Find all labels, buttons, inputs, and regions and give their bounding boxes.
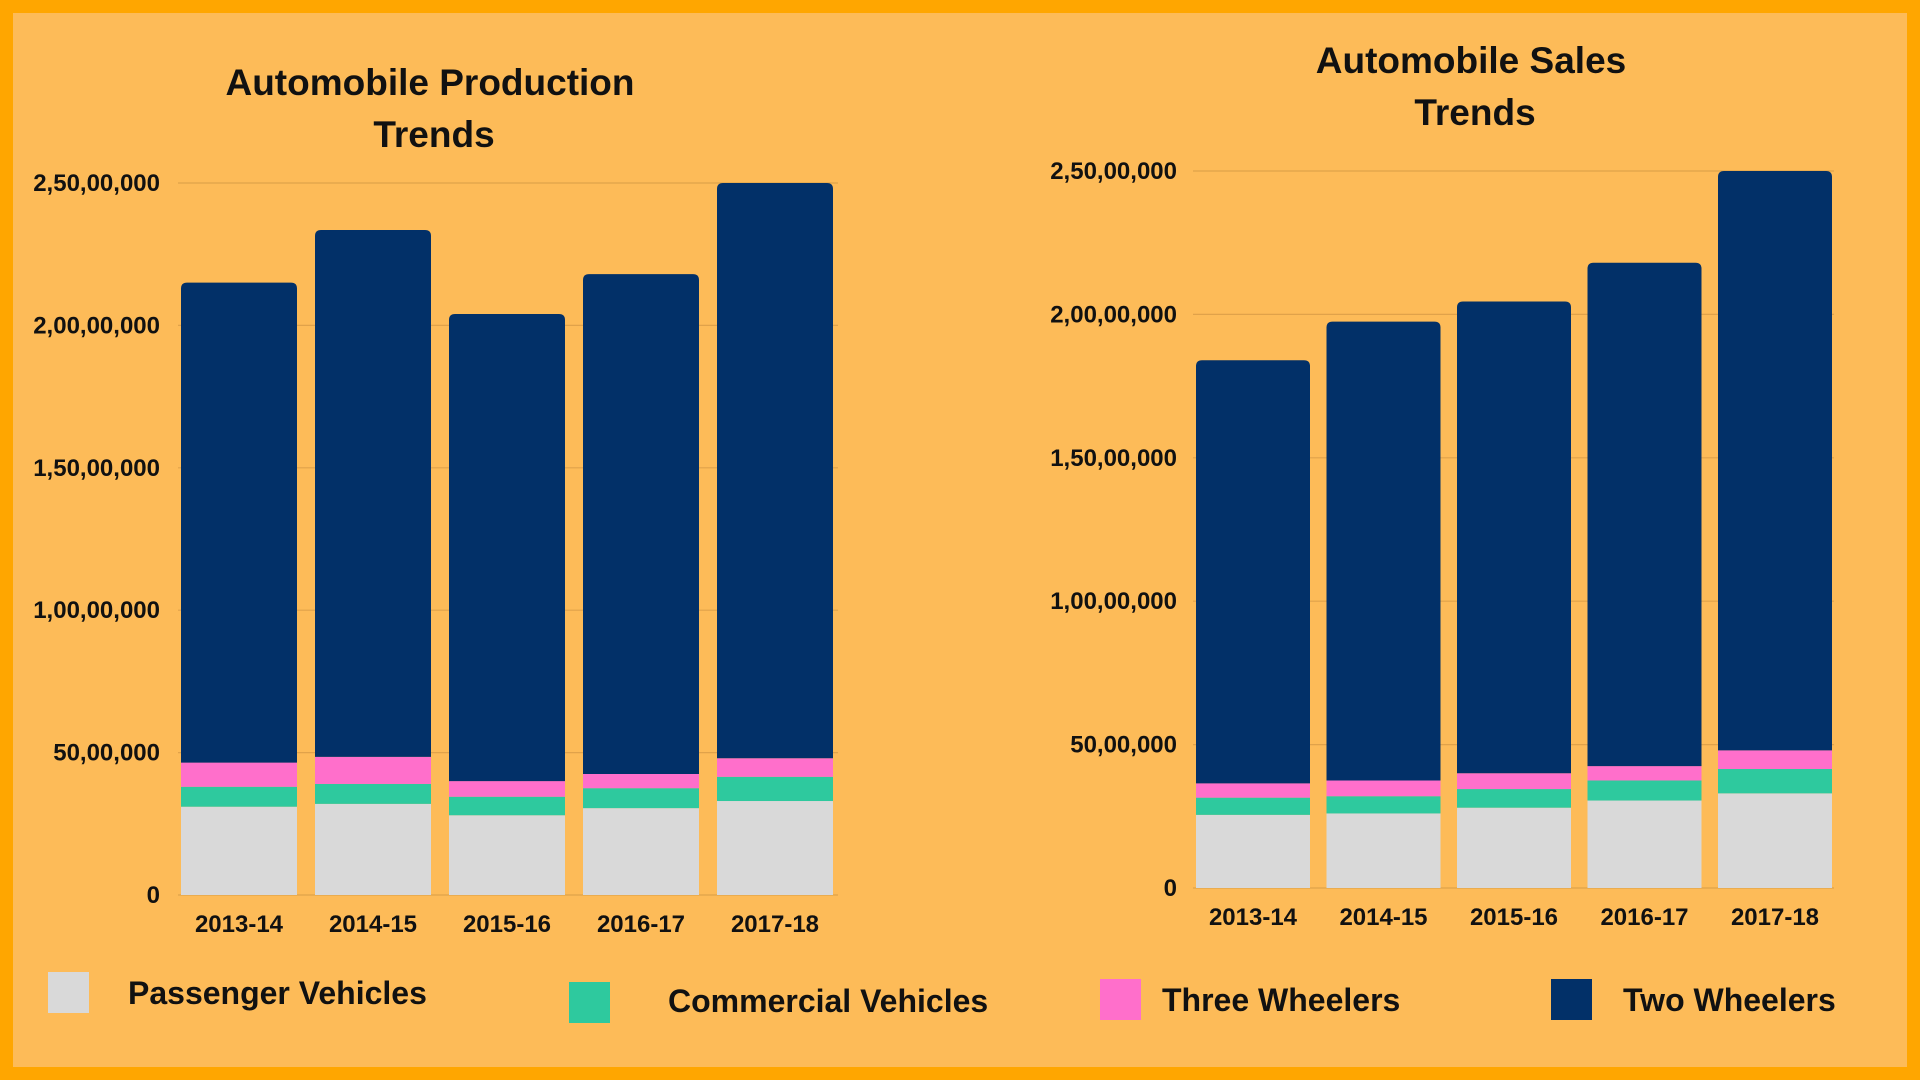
sales-bar-three-wheelers-2013-14 (1196, 783, 1310, 798)
production-chart: Automobile Production Trends 0 50,00,000 1… (33, 62, 838, 938)
production-bar-three-wheelers-2013-14 (181, 762, 297, 787)
sales-bar-commercial-vehicles-2017-18 (1718, 768, 1832, 794)
production-x-tick-label: 2013-14 (195, 911, 284, 938)
sales-bar-two-wheelers-2014-15 (1326, 321, 1441, 781)
sales-bar-passenger-vehicles-2014-15 (1326, 813, 1441, 888)
production-y-tick-label: 1,50,00,000 (33, 455, 160, 482)
sales-x-tick-label: 2015-16 (1470, 904, 1558, 931)
production-bar-passenger-vehicles-2013-14 (181, 806, 297, 895)
production-x-tick-label: 2014-15 (329, 911, 417, 938)
legend-swatch-three-wheelers (1100, 979, 1141, 1020)
legend-swatch-commercial-vehicles (569, 982, 610, 1023)
production-y-tick-label: 1,00,00,000 (33, 597, 160, 624)
sales-bar-two-wheelers-2013-14 (1196, 360, 1310, 784)
sales-bar-three-wheelers-2014-15 (1326, 780, 1441, 797)
sales-bar-commercial-vehicles-2016-17 (1587, 780, 1702, 801)
legend-label-three-wheelers: Three Wheelers (1162, 982, 1400, 1018)
sales-bar-commercial-vehicles-2014-15 (1326, 796, 1441, 814)
production-bar-commercial-vehicles-2016-17 (583, 788, 699, 809)
production-bar-two-wheelers-2013-14 (181, 282, 297, 763)
production-bar-two-wheelers-2017-18 (717, 183, 833, 759)
production-x-tick-label: 2016-17 (597, 911, 685, 938)
production-y-tick-label: 50,00,000 (53, 740, 160, 767)
production-bar-two-wheelers-2015-16 (449, 314, 565, 782)
production-bar-passenger-vehicles-2015-16 (449, 815, 565, 895)
sales-bar-passenger-vehicles-2015-16 (1457, 807, 1571, 888)
sales-y-tick-label: 0 (1164, 875, 1177, 902)
legend: Passenger Vehicles Commercial Vehicles T… (48, 972, 1836, 1023)
production-bar-commercial-vehicles-2015-16 (449, 796, 565, 816)
sales-x-tick-label: 2017-18 (1731, 904, 1819, 931)
sales-bar-two-wheelers-2015-16 (1457, 301, 1571, 774)
legend-label-passenger-vehicles: Passenger Vehicles (128, 975, 427, 1011)
production-bar-passenger-vehicles-2014-15 (315, 803, 431, 895)
production-x-tick-label: 2017-18 (731, 911, 819, 938)
legend-swatch-passenger-vehicles (48, 972, 89, 1013)
sales-bar-commercial-vehicles-2013-14 (1196, 797, 1310, 815)
production-bar-two-wheelers-2014-15 (315, 229, 431, 757)
sales-chart: Automobile Sales Trends 0 50,00,000 1,00,0… (1050, 40, 1834, 931)
production-bar-commercial-vehicles-2017-18 (717, 776, 833, 802)
production-chart-title-line2: Trends (373, 114, 494, 155)
production-bar-three-wheelers-2017-18 (717, 758, 833, 777)
sales-y-tick-label: 1,00,00,000 (1050, 588, 1177, 615)
production-bar-commercial-vehicles-2013-14 (181, 786, 297, 807)
production-chart-title-line1: Automobile Production (225, 62, 634, 103)
sales-y-tick-label: 50,00,000 (1070, 732, 1177, 759)
sales-x-tick-label: 2014-15 (1339, 904, 1427, 931)
legend-label-two-wheelers: Two Wheelers (1623, 982, 1836, 1018)
sales-bar-two-wheelers-2017-18 (1718, 171, 1832, 751)
production-bar-two-wheelers-2016-17 (583, 274, 699, 774)
sales-y-tick-label: 2,50,00,000 (1050, 158, 1177, 185)
sales-x-tick-label: 2013-14 (1209, 904, 1298, 931)
production-x-tick-label: 2015-16 (463, 911, 551, 938)
production-bar-commercial-vehicles-2014-15 (315, 783, 431, 804)
sales-bar-passenger-vehicles-2013-14 (1196, 814, 1310, 888)
sales-y-tick-label: 1,50,00,000 (1050, 445, 1177, 472)
production-y-tick-label: 2,50,00,000 (33, 170, 160, 197)
sales-bar-three-wheelers-2017-18 (1718, 750, 1832, 769)
production-y-tick-label: 2,00,00,000 (33, 312, 160, 339)
sales-y-tick-label: 2,00,00,000 (1050, 301, 1177, 328)
sales-bar-commercial-vehicles-2015-16 (1457, 789, 1571, 808)
production-bar-passenger-vehicles-2016-17 (583, 808, 699, 895)
sales-bar-passenger-vehicles-2017-18 (1718, 793, 1832, 888)
sales-bar-passenger-vehicles-2016-17 (1587, 800, 1702, 888)
legend-label-commercial-vehicles: Commercial Vehicles (668, 983, 988, 1019)
sales-chart-title-line1: Automobile Sales (1316, 40, 1626, 81)
sales-bar-three-wheelers-2016-17 (1587, 766, 1702, 781)
production-bar-three-wheelers-2014-15 (315, 756, 431, 784)
legend-swatch-two-wheelers (1551, 979, 1592, 1020)
sales-x-tick-label: 2016-17 (1600, 904, 1688, 931)
sales-bar-two-wheelers-2016-17 (1587, 262, 1702, 767)
sales-chart-title-line2: Trends (1414, 92, 1535, 133)
production-y-tick-label: 0 (147, 882, 160, 909)
production-bar-three-wheelers-2015-16 (449, 781, 565, 797)
production-bar-three-wheelers-2016-17 (583, 773, 699, 789)
production-bar-passenger-vehicles-2017-18 (717, 801, 833, 895)
sales-bar-three-wheelers-2015-16 (1457, 773, 1571, 790)
